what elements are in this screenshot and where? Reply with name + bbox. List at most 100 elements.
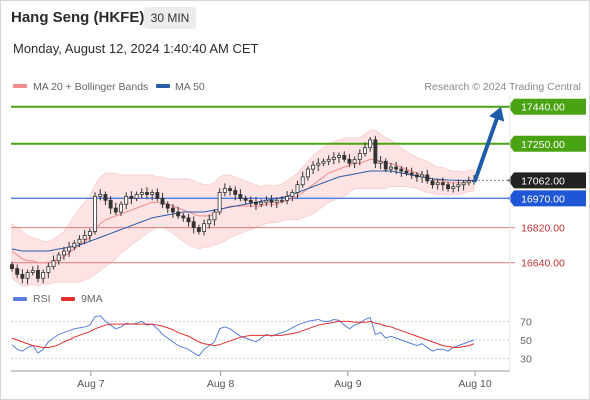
candle-up	[279, 199, 284, 202]
candle-up	[72, 242, 77, 248]
candle-up	[461, 182, 466, 186]
support-label: 16640.00	[521, 258, 565, 270]
candle-up	[259, 201, 264, 205]
candle-up	[46, 266, 51, 273]
rsi-legend-label: RSI	[33, 293, 51, 305]
level-badge-resistance	[514, 135, 586, 152]
rsi-ma-legend-label: 9MA	[81, 293, 103, 305]
candle-down	[176, 211, 181, 217]
candle-up	[134, 194, 139, 199]
candle-up	[77, 238, 82, 244]
candle-up	[150, 192, 155, 195]
level-label-resistance: 17250.00	[521, 139, 565, 151]
timestamp: Monday, August 12, 2024 1:40:40 AM CET	[13, 41, 259, 56]
ma50-legend-label: MA 50	[175, 81, 205, 93]
candle-down	[248, 199, 253, 203]
rsi-ma-line	[11, 320, 475, 348]
ma50-legend-swatch	[156, 84, 170, 88]
candle-up	[305, 168, 310, 178]
candle-down	[404, 170, 409, 174]
candle-up	[316, 162, 321, 166]
x-axis-ticks: Aug 7 Aug 8 Aug 9 Aug 10	[77, 371, 492, 390]
x-tick-label: Aug 8	[207, 378, 235, 390]
candle-down	[196, 227, 201, 232]
rsi-panel: 70 50 30	[11, 315, 532, 366]
forecast-arrow-shaft	[473, 116, 499, 183]
candle-down	[446, 184, 451, 189]
candle-down	[394, 166, 399, 170]
support-label: 16820.00	[521, 223, 565, 235]
x-tick-label: Aug 7	[77, 378, 105, 390]
candle-down	[35, 270, 40, 279]
forecast-arrow-head	[489, 106, 505, 122]
candle-up	[321, 160, 326, 164]
candle-up	[30, 270, 35, 273]
candle-down	[409, 172, 414, 176]
candle-up	[61, 250, 66, 256]
candle-up	[295, 184, 300, 193]
candle-down	[170, 207, 175, 213]
candle-up	[300, 176, 305, 186]
level-badge-pointer	[508, 98, 514, 115]
candle-down	[155, 192, 160, 199]
candle-up	[93, 195, 98, 232]
ma20-line	[11, 158, 475, 264]
candle-up	[41, 272, 46, 279]
candle-up	[451, 186, 456, 189]
timeframe-button[interactable]: 30 MIN	[144, 7, 196, 29]
candle-down	[254, 201, 258, 205]
candle-up	[56, 254, 61, 262]
candle-up	[202, 223, 207, 232]
candles-layer	[10, 135, 476, 285]
candle-up	[378, 160, 383, 164]
x-tick-label: Aug 9	[334, 378, 362, 390]
candle-down	[191, 221, 196, 228]
rsi-tick-label: 70	[520, 316, 532, 328]
candle-down	[425, 174, 430, 182]
candle-down	[440, 182, 445, 186]
candle-down	[160, 197, 165, 205]
candle-up	[363, 147, 367, 154]
candle-up	[207, 219, 212, 225]
candle-up	[264, 199, 269, 203]
candle-up	[98, 194, 103, 197]
candle-down	[129, 195, 134, 199]
candle-down	[269, 199, 274, 203]
rsi-tick-label: 50	[520, 335, 532, 347]
forecast-arrow-layer	[473, 106, 505, 183]
candle-up	[67, 246, 72, 252]
candle-up	[124, 195, 129, 205]
candle-up	[139, 192, 144, 195]
candle-up	[331, 156, 336, 160]
candle-up	[25, 272, 30, 279]
candle-down	[165, 203, 170, 209]
level-label-resistance: 17440.00	[521, 102, 565, 114]
candle-down	[238, 194, 243, 199]
ma20-legend-label: MA 20 + Bollinger Bands	[33, 81, 148, 93]
candle-down	[342, 155, 347, 160]
candle-up	[337, 155, 341, 158]
level-badge-last_price	[514, 172, 586, 189]
candle-up	[274, 199, 279, 203]
candle-down	[181, 215, 186, 219]
candle-up	[466, 180, 471, 184]
level-label-last_price: 17062.00	[521, 175, 565, 187]
instrument-title: Hang Seng (HKFE)	[11, 9, 145, 26]
candle-up	[222, 188, 227, 193]
candle-up	[87, 231, 92, 236]
candle-up	[368, 139, 373, 149]
candle-down	[20, 273, 25, 279]
rsi-tick-label: 30	[520, 354, 532, 366]
candle-down	[10, 264, 14, 269]
candle-down	[243, 197, 248, 201]
candle-down	[103, 194, 108, 201]
candle-down	[430, 180, 435, 186]
x-tick-label: Aug 10	[458, 378, 491, 390]
candle-up	[51, 260, 56, 267]
candle-up	[357, 153, 362, 160]
candle-up	[285, 195, 290, 201]
candle-down	[399, 168, 404, 172]
level-badge-pointer	[508, 172, 514, 189]
level-badge-resistance	[514, 98, 586, 115]
